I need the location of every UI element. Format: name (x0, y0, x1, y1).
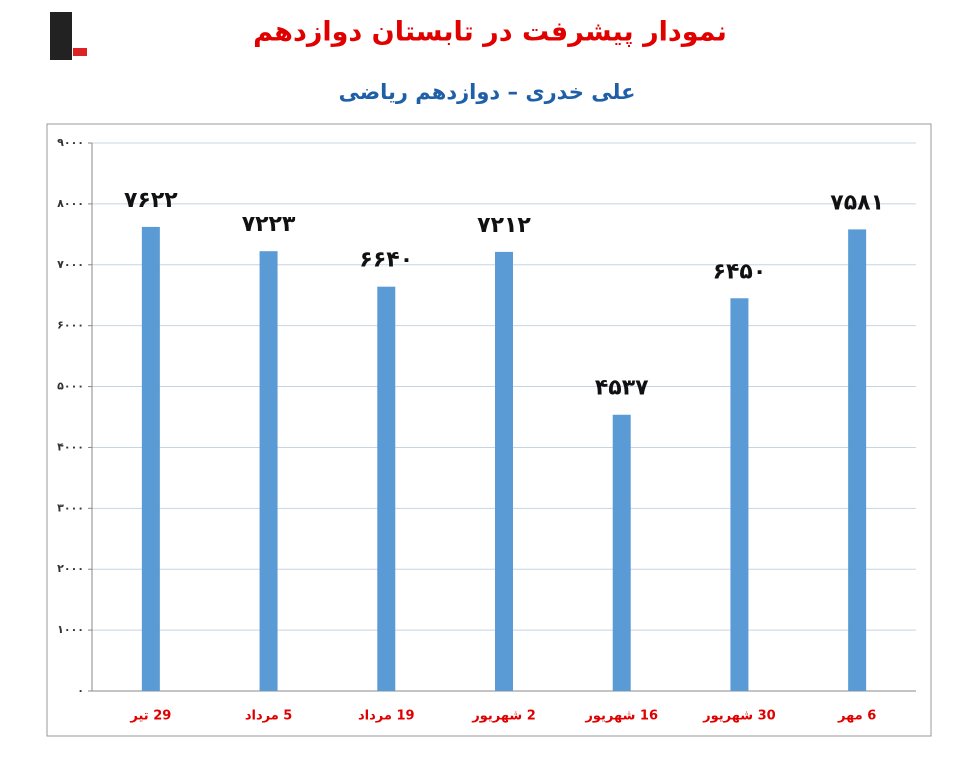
bar (495, 251, 513, 692)
y-tick-label: ۶۰۰۰ (57, 319, 84, 332)
chart-title: نمودار پیشرفت در تابستان دوازدهم (253, 17, 727, 48)
x-tick-label: 6 مهر (837, 709, 876, 724)
bar (612, 414, 631, 691)
value-label: ۶۴۵۰ (713, 259, 767, 284)
y-tick-label: ۱۰۰۰ (57, 623, 84, 636)
y-tick-label: ۴۰۰۰ (57, 440, 84, 453)
x-tick-label: 5 مرداد (245, 709, 293, 724)
x-tick-label: 29 تیر (129, 709, 171, 724)
y-tick-label: ۳۰۰۰ (57, 501, 84, 514)
y-tick-label: ۵۰۰۰ (57, 380, 84, 393)
chart-subtitle: علی خدری – دوازدهم ریاضی (339, 80, 636, 104)
x-tick-label: 2 شهریور (471, 709, 536, 724)
value-label: ۷۲۱۲ (477, 213, 531, 238)
y-tick-label: ۸۰۰۰ (57, 197, 84, 210)
value-label: ۷۵۸۱ (830, 190, 884, 215)
x-tick-label: 19 مرداد (358, 709, 415, 724)
bar (259, 251, 278, 691)
y-tick-label: ۰ (77, 684, 84, 697)
y-tick-label: ۲۰۰۰ (57, 562, 84, 575)
y-tick-label: ۹۰۰۰ (57, 136, 84, 149)
y-tick-label: ۷۰۰۰ (57, 258, 84, 271)
x-tick-label: 30 شهریور (702, 709, 776, 724)
x-tick-label: 16 شهریور (584, 709, 658, 724)
bar (377, 286, 396, 691)
bar (848, 229, 867, 691)
logo-badge (73, 48, 87, 56)
bar (141, 226, 160, 691)
value-label: ۷۲۲۳ (242, 212, 296, 237)
value-label: ۶۶۴۰ (359, 248, 413, 273)
logo (50, 12, 87, 60)
bar (730, 298, 749, 691)
value-label: ۷۶۲۲ (124, 188, 178, 213)
logo-figure (50, 12, 72, 60)
chart-frame (46, 123, 932, 737)
value-label: ۴۵۳۷ (595, 376, 649, 401)
